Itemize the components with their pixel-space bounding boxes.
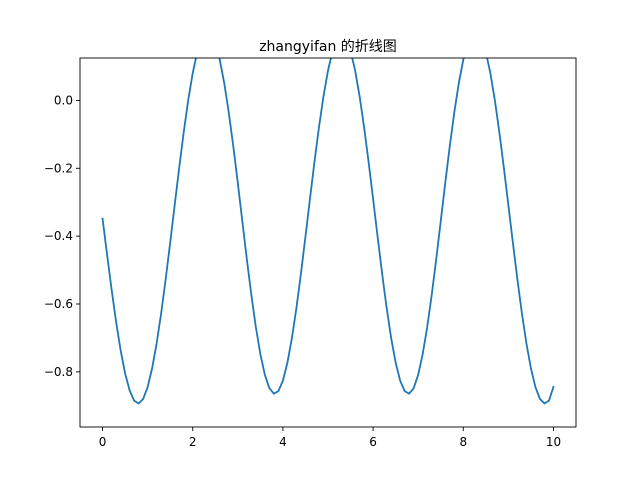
y-tick-label: −0.6 <box>44 297 73 311</box>
x-tick-label: 4 <box>279 435 287 449</box>
chart-title: zhangyifan 的折线图 <box>259 39 397 55</box>
y-tick-label: −0.4 <box>44 229 73 243</box>
y-tick-label: −0.8 <box>44 365 73 379</box>
x-tick-label: 10 <box>546 435 561 449</box>
y-tick-label: −0.2 <box>44 161 73 175</box>
plot-area: 0 2 4 6 8 10 0.0 −0.2 −0.4 −0.6 −0.8 <box>44 57 577 449</box>
x-tick-label: 2 <box>189 435 197 449</box>
y-tick-label: 0.0 <box>54 93 73 107</box>
x-tick-label: 0 <box>99 435 107 449</box>
axes-frame <box>79 57 577 428</box>
x-tick-label: 6 <box>369 435 377 449</box>
x-tick-label: 8 <box>459 435 467 449</box>
series-line-0 <box>101 58 555 405</box>
